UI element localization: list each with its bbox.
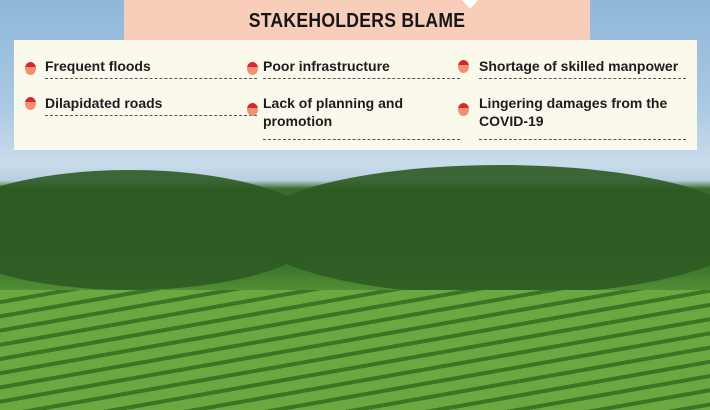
pointer-triangle-icon <box>462 0 478 9</box>
bullet-icon <box>25 62 36 75</box>
bullet-icon <box>458 103 469 116</box>
list-item: Lingering damages from the COVID-19 <box>479 94 686 140</box>
tea-rows <box>0 290 710 410</box>
list-item: Frequent floods <box>45 57 257 79</box>
bullet-icon <box>247 103 258 116</box>
list-item: Dilapidated roads <box>45 94 257 116</box>
bullet-icon <box>247 62 258 75</box>
bullet-icon <box>458 60 469 73</box>
list-item: Poor infrastructure <box>263 57 460 79</box>
blame-panel: Frequent floods Poor infrastructure Shor… <box>14 40 697 150</box>
title: STAKEHOLDERS BLAME <box>248 10 466 32</box>
header-banner: STAKEHOLDERS BLAME <box>124 0 590 41</box>
list-item: Lack of planning and promotion <box>263 94 460 140</box>
bullet-icon <box>25 97 36 110</box>
list-item: Shortage of skilled manpower <box>479 57 686 79</box>
